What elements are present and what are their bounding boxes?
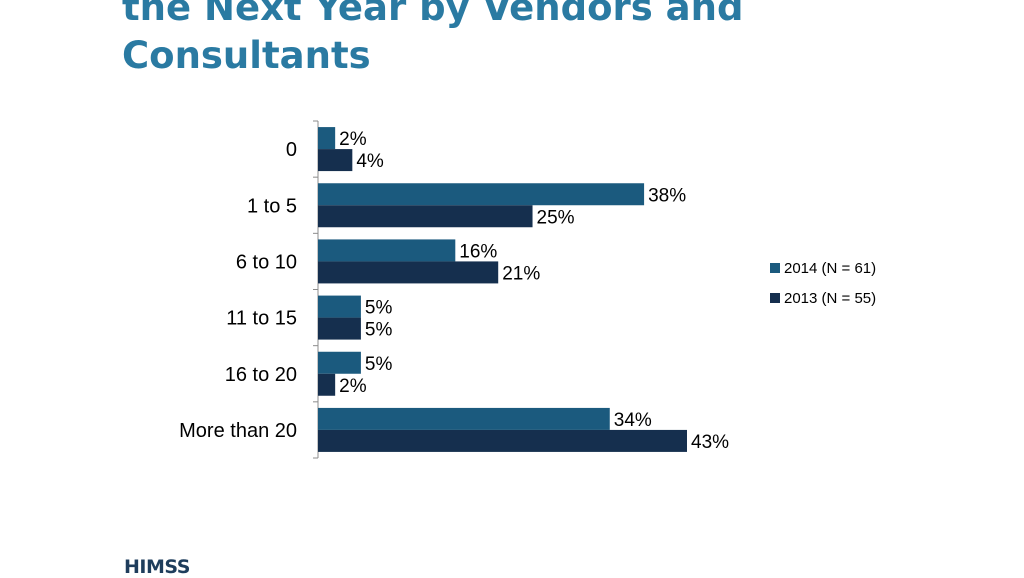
data-label: 4%	[356, 151, 384, 172]
bar-2013	[318, 429, 687, 452]
data-label: 38%	[648, 185, 686, 206]
data-label: 16%	[459, 241, 497, 262]
data-label: 25%	[537, 207, 575, 228]
bar-2014	[318, 351, 361, 374]
category-label: 1 to 5	[247, 195, 297, 217]
legend-label: 2013 (N = 55)	[784, 290, 876, 307]
data-label: 5%	[365, 298, 393, 319]
slide-title-line-1: the Next Year by Vendors and	[122, 0, 744, 29]
bar-2014	[318, 183, 645, 206]
data-label: 2%	[339, 376, 367, 397]
category-label: 16 to 20	[225, 364, 297, 386]
bar-2014	[318, 239, 456, 262]
data-label: 21%	[502, 263, 540, 284]
slide-title: the Next Year by Vendors and Consultants	[122, 0, 743, 80]
bar-2014	[318, 295, 361, 318]
legend-swatch-2014	[770, 263, 780, 273]
bar-2013	[318, 149, 353, 172]
bar-2013	[318, 205, 533, 228]
category-label: 0	[286, 139, 297, 161]
data-label: 43%	[691, 432, 729, 453]
bar-2013	[318, 261, 499, 284]
slide-title-line-2: Consultants	[122, 34, 371, 77]
bar-2014	[318, 127, 336, 150]
bar-2014	[318, 407, 610, 430]
legend-swatch-2013	[770, 293, 780, 303]
legend-label: 2014 (N = 61)	[784, 260, 876, 277]
bar-2013	[318, 317, 361, 340]
category-label: 6 to 10	[236, 251, 297, 273]
data-label: 5%	[365, 354, 393, 375]
data-label: 2%	[339, 129, 367, 150]
bar-2013	[318, 373, 336, 396]
data-label: 5%	[365, 320, 393, 341]
himss-logo: HIMSS	[124, 556, 190, 578]
data-label: 34%	[614, 410, 652, 431]
category-label: More than 20	[179, 420, 297, 442]
category-label: 11 to 15	[226, 308, 297, 330]
